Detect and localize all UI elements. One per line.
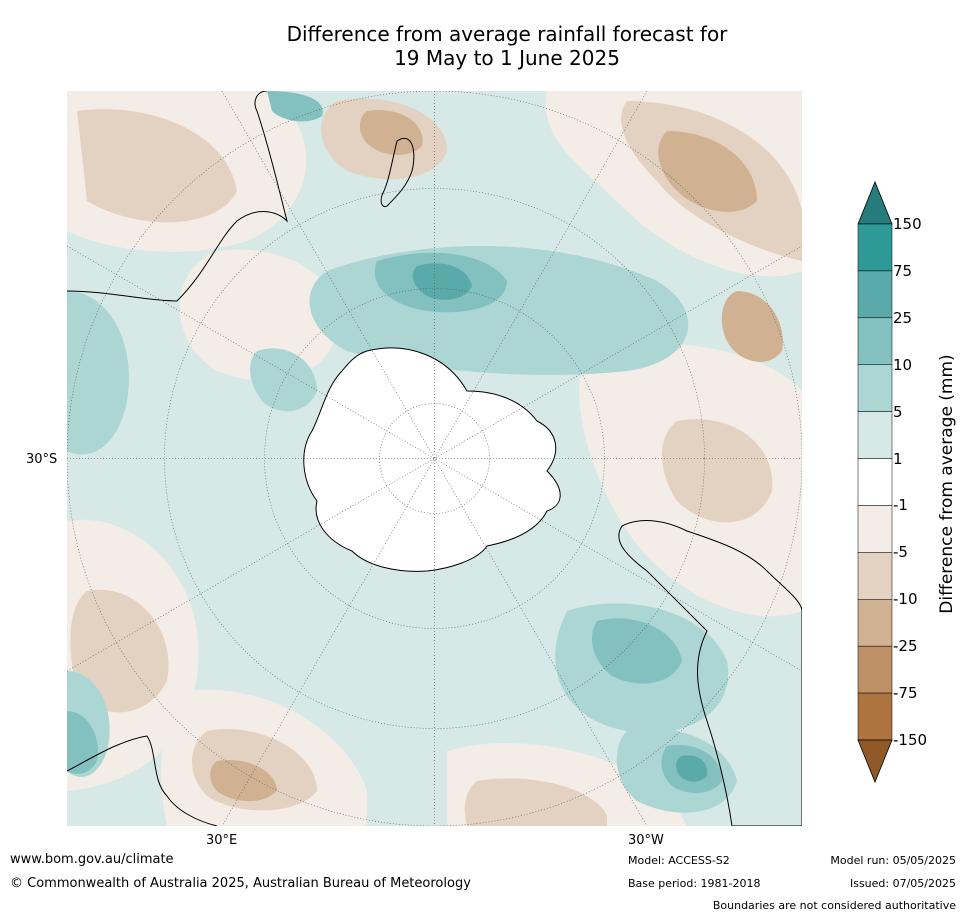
colorbar-bin <box>857 645 893 694</box>
colorbar-axis-label: Difference from average (mm) <box>937 354 957 614</box>
title-line-1: Difference from average rainfall forecas… <box>286 22 728 46</box>
colorbar-bin <box>857 552 893 600</box>
australia-coast <box>67 91 288 302</box>
colorbar-bin <box>857 692 893 741</box>
colorbar-under-triangle <box>857 739 893 784</box>
lon-label-30e: 30°E <box>206 833 238 848</box>
rainfall-map <box>67 91 802 826</box>
colorbar-legend: 150 75 25 10 5 1 -1 -5 -10 -25 -75 -150 <box>857 180 958 785</box>
colorbar <box>857 180 893 784</box>
colorbar-bin <box>857 317 893 365</box>
footer-base-period: Base period: 1981-2018 <box>628 877 761 890</box>
footer-copyright: © Commonwealth of Australia 2025, Austra… <box>10 876 471 891</box>
colorbar-tick-label: -75 <box>893 684 918 703</box>
colorbar-bin <box>857 270 893 319</box>
south-america-coast <box>618 520 802 826</box>
colorbar-tick-label: -5 <box>893 543 908 562</box>
colorbar-tick-label: 1 <box>893 449 903 468</box>
map-canvas <box>67 91 802 826</box>
africa-coast <box>67 735 218 826</box>
colorbar-bin <box>857 223 893 272</box>
antarctica-landmass <box>303 347 561 572</box>
colorbar-tick-label: 75 <box>893 261 913 280</box>
colorbar-bin <box>857 599 893 647</box>
colorbar-bin <box>857 458 893 506</box>
footer-website: www.bom.gov.au/climate <box>10 852 174 867</box>
colorbar-over-triangle <box>857 180 893 225</box>
colorbar-bin <box>857 411 893 459</box>
map-title: Difference from average rainfall forecas… <box>0 22 965 70</box>
footer-issued: Issued: 07/05/2025 <box>849 877 956 890</box>
lon-label-30w: 30°W <box>628 833 664 848</box>
footer-model-run: Model run: 05/05/2025 <box>830 854 956 867</box>
lat-label-30s: 30°S <box>26 452 58 467</box>
colorbar-tick-label: 150 <box>893 215 922 233</box>
colorbar-bin <box>857 505 893 553</box>
graticule <box>67 91 802 826</box>
wet-areas-strong <box>412 263 708 782</box>
colorbar-tick-label: -10 <box>893 590 918 609</box>
footer-model: Model: ACCESS-S2 <box>628 854 730 867</box>
colorbar-tick-label: -25 <box>893 637 918 656</box>
colorbar-tick-label: 10 <box>893 355 913 374</box>
new-zealand-coast <box>380 138 415 208</box>
title-line-2: 19 May to 1 June 2025 <box>394 46 620 70</box>
footer-disclaimer: Boundaries are not considered authoritat… <box>712 899 956 912</box>
colorbar-tick-label: -150 <box>893 731 928 749</box>
colorbar-tick-label: -1 <box>893 496 908 515</box>
colorbar-bin <box>857 364 893 412</box>
colorbar-tick-label: 25 <box>893 308 913 327</box>
dry-areas-strong <box>210 110 783 802</box>
colorbar-tick-label: 5 <box>893 402 903 421</box>
